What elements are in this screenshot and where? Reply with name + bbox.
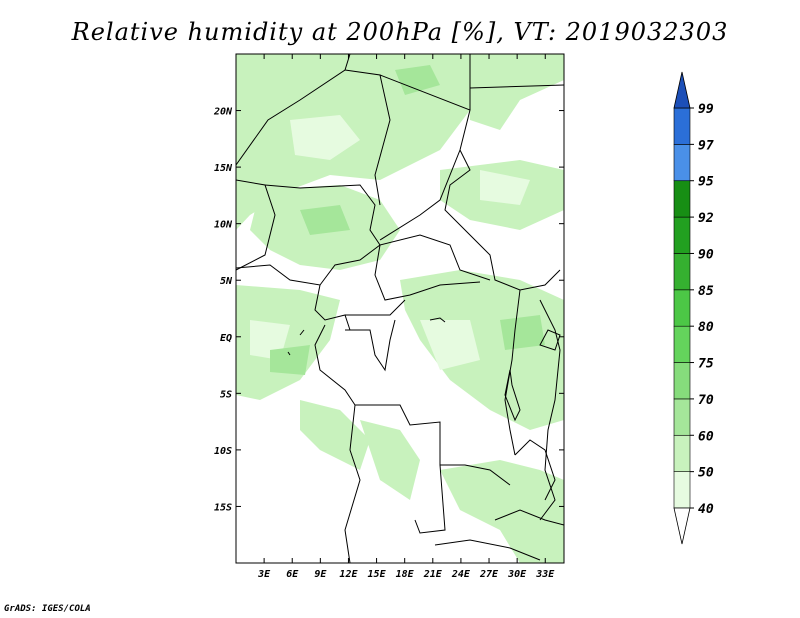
- coastline: [287, 329, 305, 356]
- boundary-line: [434, 539, 541, 561]
- colorbar-label: 92: [698, 211, 714, 226]
- lon-tick-label: 9E: [314, 569, 327, 580]
- lat-tick-label: 15S: [214, 502, 232, 513]
- lon-tick-label: 6E: [286, 569, 299, 580]
- colorbar-band: [673, 216, 691, 254]
- axis-ticks: 20N 15N 10N 5N EQ 5S 10S 15S 3E 6E 9E 12E 15E 18E 21E 2…: [213, 54, 564, 580]
- lon-tick-label: 33E: [535, 569, 555, 580]
- colorbar-band: [673, 289, 691, 327]
- colorbar-label: 70: [698, 393, 714, 408]
- lon-tick-label: 15E: [368, 569, 387, 580]
- colorbar-label: 95: [698, 175, 714, 190]
- lat-tick-label: 20N: [213, 107, 233, 118]
- lake-shoreline: [429, 317, 446, 323]
- boundary-line: [379, 234, 491, 281]
- colorbar-band: [673, 325, 691, 363]
- humidity-area-60-70: [440, 460, 564, 563]
- colorbar-band: [673, 107, 691, 145]
- lat-tick-label: 10N: [214, 220, 233, 231]
- boundary-line: [469, 84, 564, 89]
- humidity-field: [236, 54, 564, 563]
- colorbar-label: 85: [698, 284, 714, 299]
- colorbar-band: [673, 144, 691, 182]
- colorbar-label: 80: [698, 320, 714, 335]
- colorbar-band: [673, 434, 691, 472]
- lake-shoreline: [539, 329, 561, 351]
- humidity-area-70-75: [300, 205, 350, 235]
- humidity-area-60-70: [360, 420, 420, 500]
- colorbar-label: 60: [698, 429, 714, 444]
- colorbar-band: [673, 362, 691, 400]
- boundary-line: [494, 509, 564, 526]
- lon-tick-label: 21E: [423, 569, 443, 580]
- boundary-line: [444, 149, 561, 291]
- boundary-line: [345, 299, 406, 316]
- colorbar-low-triangle: [673, 507, 691, 545]
- boundary-line: [236, 179, 276, 271]
- boundary-line: [344, 69, 391, 206]
- boundary-line: [264, 184, 381, 246]
- humidity-area-60-70: [236, 285, 340, 400]
- humidity-area-70-75: [395, 65, 440, 95]
- country-boundaries: [236, 54, 564, 563]
- colorbar-label: 75: [698, 357, 714, 372]
- colorbar-band: [673, 398, 691, 436]
- boundary-line: [344, 404, 361, 563]
- humidity-area-60-70: [470, 54, 564, 130]
- boundary-line: [355, 404, 511, 486]
- colorbar-band: [673, 253, 691, 291]
- lat-tick-label: EQ: [220, 333, 232, 344]
- boundary-line: [514, 439, 556, 501]
- lon-tick-label: 3E: [257, 569, 271, 580]
- colorbar-label: 99: [698, 102, 714, 117]
- colorbar-band: [673, 471, 691, 509]
- humidity-area-70-75: [270, 345, 310, 375]
- lon-tick-label: 30E: [507, 569, 527, 580]
- colorbar-band: [673, 180, 691, 218]
- boundary-line: [345, 319, 396, 372]
- colorbar-label: 97: [698, 138, 714, 153]
- boundary-line: [414, 464, 446, 534]
- boundary-line: [379, 74, 471, 241]
- boundary-line: [314, 324, 356, 406]
- lake-shoreline: [504, 369, 521, 422]
- humidity-area-60-70: [400, 270, 564, 430]
- lat-tick-label: 5N: [220, 276, 233, 287]
- humidity-area-70-75: [500, 315, 545, 350]
- boundary-line: [236, 54, 351, 166]
- boundary-line: [374, 244, 481, 301]
- humidity-area-50-60: [290, 115, 360, 160]
- lat-tick-label: 5S: [220, 389, 232, 400]
- boundary-line: [314, 284, 351, 331]
- lon-tick-label: 24E: [451, 569, 471, 580]
- colorbar-label: 50: [698, 466, 714, 481]
- lon-tick-label: 27E: [479, 569, 499, 580]
- colorbar-label: 90: [698, 247, 714, 262]
- humidity-area-50-60: [480, 170, 530, 205]
- map-panel: 20N 15N 10N 5N EQ 5S 10S 15S 3E 6E 9E 12E 15E 18E 21E 2…: [213, 53, 565, 580]
- map-frame: [235, 53, 565, 564]
- lat-tick-label: 10S: [214, 446, 232, 457]
- lon-tick-label: 12E: [339, 569, 358, 580]
- lon-tick-label: 18E: [396, 569, 415, 580]
- humidity-area-60-70: [300, 400, 370, 470]
- lat-tick-label: 15N: [214, 163, 233, 174]
- humidity-area-50-60: [420, 320, 480, 370]
- grads-credit: GrADS: IGES/COLA: [4, 604, 91, 614]
- colorbar-label: 40: [698, 502, 714, 517]
- colorbar-high-triangle: [673, 71, 691, 109]
- chart-title: Relative humidity at 200hPa [%], VT: 201…: [71, 18, 729, 46]
- colorbar: 40 50 60 70 75 80 85 90 92 95 97 99: [673, 71, 714, 545]
